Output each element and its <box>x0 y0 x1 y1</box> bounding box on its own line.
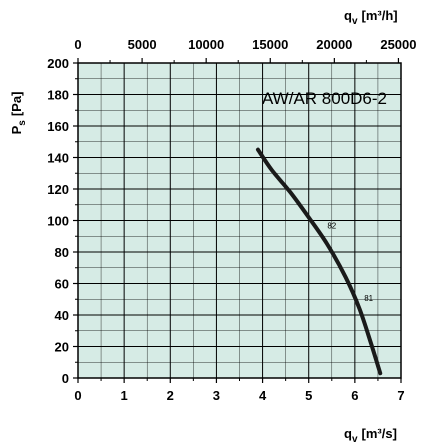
y-tick-label: 140 <box>47 151 69 166</box>
x-top-tick-label: 20000 <box>316 37 352 52</box>
x-bottom-tick-label: 5 <box>305 388 312 403</box>
plot-frame <box>77 62 402 379</box>
y-axis-label: Ps [Pa] <box>9 92 28 135</box>
y-tick-label: 80 <box>55 245 69 260</box>
x-axis-top-label-sub: v <box>352 16 358 27</box>
x-top-tick-label: 10000 <box>188 37 224 52</box>
x-axis-top-label-unit: [m³/h] <box>362 8 398 23</box>
x-top-tick-label: 5000 <box>128 37 157 52</box>
x-bottom-tick-label: 7 <box>397 388 404 403</box>
y-axis-label-unit: [Pa] <box>9 92 24 117</box>
y-tick-label: 160 <box>47 119 69 134</box>
y-tick-label: 100 <box>47 214 69 229</box>
x-bottom-tick-label: 4 <box>259 388 267 403</box>
y-tick-label: 180 <box>47 88 69 103</box>
y-axis-label-sub: s <box>17 120 28 126</box>
x-bottom-tick-label: 6 <box>351 388 358 403</box>
x-bottom-tick-label: 3 <box>213 388 220 403</box>
x-top-tick-label: 15000 <box>252 37 288 52</box>
x-top-tick-label: 0 <box>74 37 81 52</box>
y-tick-label: 0 <box>62 371 69 386</box>
efficiency-label: 81 <box>364 294 373 303</box>
fan-performance-curve <box>255 147 383 376</box>
minor-gridlines <box>78 63 401 378</box>
x-bottom-tick-label: 0 <box>74 388 81 403</box>
y-tick-label: 60 <box>55 277 69 292</box>
efficiency-label: 82 <box>327 221 336 230</box>
y-tick-label: 120 <box>47 182 69 197</box>
x-axis-bottom-label-base: q <box>344 426 352 441</box>
x-axis-top-label-base: q <box>344 8 352 23</box>
tick-labels: 0 1 2 3 4 5 6 7 0 5000 10000 15000 20000 25000 0 20 40 60… <box>47 37 416 403</box>
x-axis-top-label: qv [m³/h] <box>344 8 398 27</box>
x-bottom-tick-label: 1 <box>121 388 128 403</box>
y-tick-label: 200 <box>47 56 69 71</box>
x-bottom-tick-label: 2 <box>167 388 174 403</box>
x-top-tick-label: 25000 <box>380 37 416 52</box>
chart-title: AW/AR 800D6-2 <box>262 89 387 108</box>
y-axis-label-base: P <box>9 125 24 134</box>
x-axis-bottom-label-sub: v <box>352 434 358 445</box>
efficiency-annotations: 82 81 <box>327 221 373 302</box>
y-tick-label: 20 <box>55 340 69 355</box>
y-tick-label: 40 <box>55 308 69 323</box>
x-axis-bottom-label-unit: [m³/s] <box>362 426 397 441</box>
x-axis-bottom-label: qv [m³/s] <box>344 426 397 445</box>
